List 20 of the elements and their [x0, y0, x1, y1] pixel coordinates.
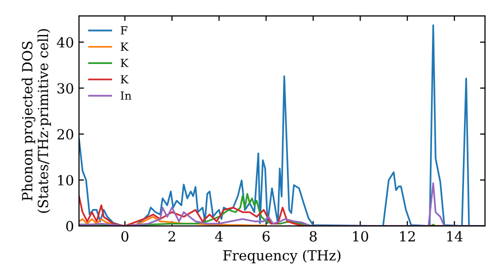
x-tick-label: 6: [262, 231, 270, 242]
x-tick-label: 0: [121, 231, 128, 242]
y-axis-title: Phonon projected DOS (States/THz·primitive cell): [22, 29, 51, 213]
x-tick-label: 14: [447, 231, 463, 242]
legend-label: K: [120, 42, 129, 51]
y-tick-label: 0: [66, 220, 74, 232]
legend-label: F: [120, 26, 128, 34]
y-tick-label: 20: [57, 129, 74, 140]
x-axis-title: Frequency (THz): [223, 250, 340, 264]
x-tick-label: 4: [215, 231, 223, 242]
x-tick-label: 8: [310, 231, 317, 242]
legend-label: K: [120, 75, 129, 84]
legend-label: K: [120, 58, 129, 68]
y-tick-label: 40: [56, 37, 74, 48]
x-tick-label: 12: [400, 231, 415, 242]
x-tick-label: 10: [353, 231, 368, 242]
legend-label: In: [120, 92, 132, 100]
x-tick-label: 2: [168, 231, 176, 242]
y-tick-label: 10: [58, 174, 74, 186]
y-tick-label: 30: [58, 83, 74, 94]
